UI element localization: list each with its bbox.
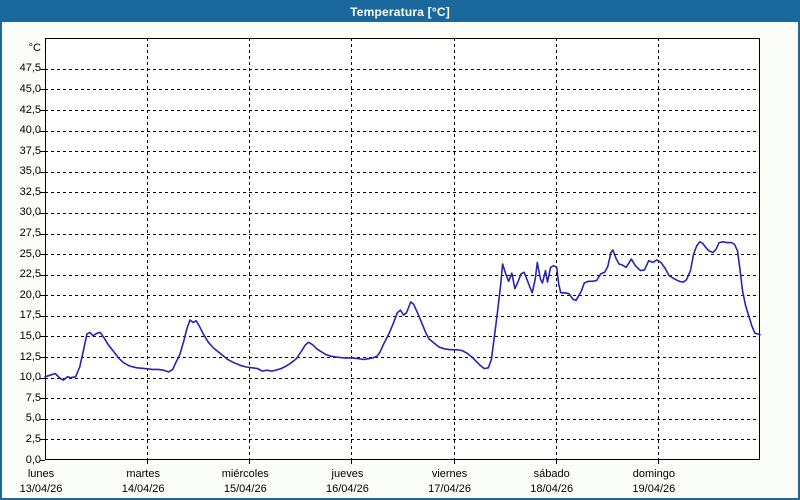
x-date-label: 14/04/26 <box>121 483 165 495</box>
temperature-plot <box>40 38 761 464</box>
window-title-bar: Temperatura [°C] <box>2 2 798 22</box>
y-tick-label: 15,0 <box>19 329 41 342</box>
y-axis-unit-label: °C <box>28 41 41 54</box>
y-tick-label: 20,0 <box>19 288 41 301</box>
x-day-name-label: lunes <box>27 468 55 480</box>
x-day-name-label: miércoles <box>221 468 269 480</box>
y-tick-label: 22,5 <box>19 268 41 281</box>
y-tick-label: 47,5 <box>19 62 41 75</box>
y-tick-label: 40,0 <box>19 124 41 137</box>
x-day-name-label: viernes <box>431 468 468 480</box>
temperature-line <box>44 241 761 381</box>
y-tick-label: 10,0 <box>19 371 41 384</box>
y-tick-label: 5,0 <box>25 412 41 425</box>
x-day-name-label: martes <box>126 468 160 480</box>
x-day-name-label: domingo <box>632 468 675 480</box>
x-date-label: 18/04/26 <box>530 483 574 495</box>
y-tick-label: 35,0 <box>19 165 41 178</box>
x-date-label: 19/04/26 <box>632 483 676 495</box>
y-tick-label: 0,0 <box>25 453 41 466</box>
y-tick-label: 30,0 <box>19 206 41 219</box>
y-tick-label: 7,5 <box>25 391 41 404</box>
x-day-name-label: sábado <box>533 468 570 480</box>
y-tick-label: 42,5 <box>19 103 41 116</box>
x-date-label: 16/04/26 <box>326 483 369 495</box>
x-date-label: 15/04/26 <box>223 483 267 495</box>
y-tick-label: 32,5 <box>19 185 41 198</box>
y-tick-label: 25,0 <box>19 247 41 260</box>
y-tick-label: 45,0 <box>19 82 41 95</box>
y-tick-label: 17,5 <box>19 309 41 322</box>
y-tick-label: 27,5 <box>19 227 41 240</box>
y-tick-label: 2,5 <box>25 432 41 445</box>
plot-frame <box>45 38 760 460</box>
window-title: Temperatura [°C] <box>350 5 450 19</box>
x-date-label: 13/04/26 <box>19 483 63 495</box>
x-day-name-label: jueves <box>331 468 364 480</box>
y-tick-label: 37,5 <box>19 144 41 157</box>
y-tick-label: 12,5 <box>19 350 41 363</box>
x-date-label: 17/04/26 <box>428 483 471 495</box>
